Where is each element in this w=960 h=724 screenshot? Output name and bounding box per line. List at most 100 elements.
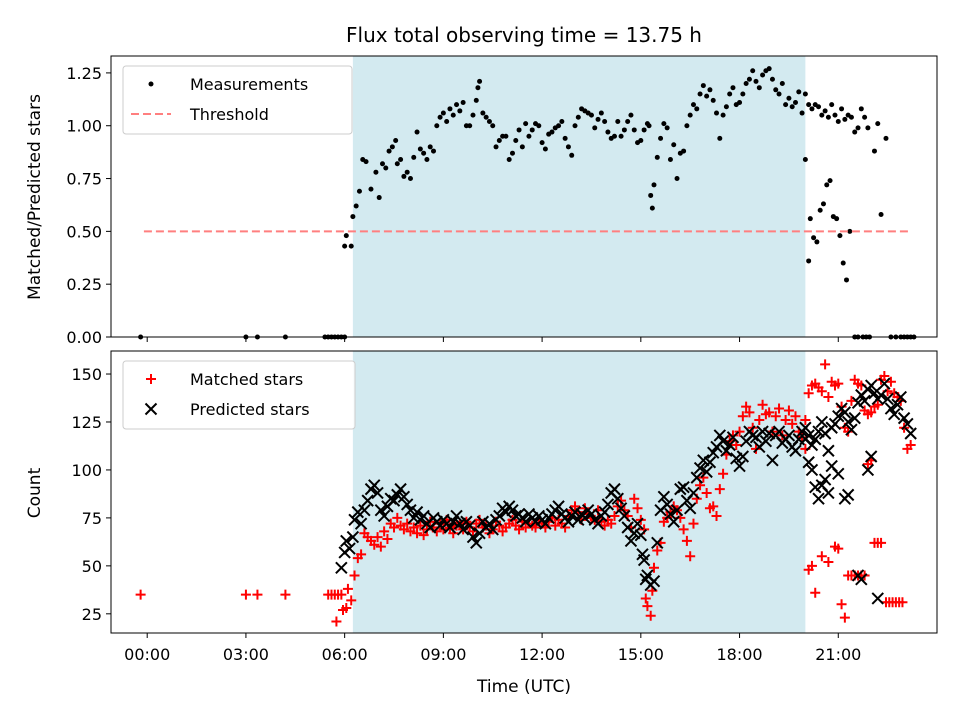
predicted-stars-point xyxy=(861,463,875,477)
measurement-point xyxy=(353,203,359,209)
predicted-stars-point xyxy=(361,494,374,507)
top-axes-frame xyxy=(110,55,938,338)
measurement-point xyxy=(454,102,460,108)
predicted-stars-point xyxy=(410,505,424,519)
predicted-stars-point xyxy=(799,433,812,446)
matched-stars-point xyxy=(645,610,656,621)
predicted-stars-point xyxy=(348,513,361,527)
measurement-point xyxy=(519,144,525,150)
measurement-point xyxy=(595,116,601,122)
bottom-y-tick-label: 100 xyxy=(71,461,102,480)
predicted-stars-point xyxy=(809,433,822,446)
predicted-stars-point xyxy=(354,517,368,530)
predicted-stars-point xyxy=(690,471,703,484)
measurement-point xyxy=(649,205,655,211)
predicted-stars-point xyxy=(637,553,651,567)
bottom-y-tick-label: 25 xyxy=(82,605,102,624)
measurement-point xyxy=(621,127,627,133)
measurement-point xyxy=(373,169,379,175)
matched-stars-point xyxy=(816,386,827,397)
measurement-point xyxy=(807,216,813,222)
predicted-stars-point xyxy=(562,515,575,528)
measurement-point xyxy=(684,123,690,129)
measurement-point xyxy=(389,144,395,150)
top-y-tick-label: 1.00 xyxy=(66,117,102,136)
matched-stars-point xyxy=(280,589,291,600)
measurement-point xyxy=(829,102,835,108)
matched-stars-point xyxy=(780,415,791,426)
predicted-stars-point xyxy=(683,502,697,515)
matched-stars-point xyxy=(816,551,827,562)
predicted-stars-point xyxy=(611,492,624,505)
matched-stars-point xyxy=(514,524,525,535)
matched-stars-point xyxy=(711,510,722,521)
measurement-point xyxy=(411,154,417,160)
matched-stars-point xyxy=(757,399,768,410)
predicted-stars-point xyxy=(759,434,773,448)
measurement-point xyxy=(855,125,861,131)
measurement-point xyxy=(740,91,746,97)
top-y-tick-label: 0.25 xyxy=(66,275,102,294)
matched-stars-point xyxy=(356,549,367,560)
predicted-stars-point xyxy=(822,486,835,500)
measurement-point xyxy=(835,118,841,124)
measurement-point xyxy=(766,66,772,72)
measurement-point xyxy=(473,97,479,103)
x-tick-label: 06:00 xyxy=(322,645,368,664)
measurement-point xyxy=(806,102,812,108)
measurement-point xyxy=(674,176,680,182)
measurement-point xyxy=(434,123,440,129)
predicted-stars-point xyxy=(677,480,690,494)
predicted-stars-point xyxy=(394,482,407,496)
measurement-point xyxy=(457,108,463,114)
measurement-point xyxy=(460,99,466,105)
matched-stars-point xyxy=(331,616,342,627)
matched-stars-point xyxy=(876,537,887,548)
matched-stars-point xyxy=(810,587,821,598)
bottom-y-tick-label: 125 xyxy=(71,413,102,432)
predicted-stars-point xyxy=(884,402,898,415)
predicted-stars-point xyxy=(720,444,733,457)
predicted-stars-point xyxy=(470,536,483,550)
matched-stars-point xyxy=(408,522,419,533)
predicted-stars-point xyxy=(736,450,750,463)
bottom-y-tick-label: 150 xyxy=(71,365,102,384)
predicted-stars-point xyxy=(578,511,592,525)
top-y-tick-label: 1.25 xyxy=(66,64,102,83)
measurement-point xyxy=(783,102,789,108)
predicted-stars-point xyxy=(660,498,674,511)
predicted-stars-point xyxy=(585,507,598,521)
measurement-point xyxy=(822,108,828,114)
predicted-stars-point xyxy=(799,421,812,434)
measurement-point xyxy=(376,195,382,201)
x-tick-label: 00:00 xyxy=(124,645,170,664)
measurement-point xyxy=(529,127,535,133)
measurement-point xyxy=(832,112,838,118)
bottom-y-tick-label: 50 xyxy=(82,557,102,576)
legend-label: Threshold xyxy=(189,105,269,124)
legend-label: Predicted stars xyxy=(190,400,310,419)
predicted-stars-point xyxy=(335,561,348,574)
predicted-stars-point xyxy=(647,574,661,588)
measurement-point xyxy=(806,258,812,264)
matched-stars-point xyxy=(714,484,725,495)
top-y-tick-label: 0.00 xyxy=(66,328,102,347)
matched-stars-point xyxy=(764,407,775,418)
measurement-point xyxy=(776,91,782,97)
measurement-point xyxy=(363,159,369,165)
measurement-point xyxy=(671,142,677,148)
measurement-point xyxy=(625,118,631,124)
measurement-point xyxy=(834,216,840,222)
predicted-stars-point xyxy=(864,379,878,392)
predicted-stars-point xyxy=(466,530,480,544)
bottom-observing-window xyxy=(352,351,806,633)
measurement-point xyxy=(687,112,693,118)
measurement-point xyxy=(483,114,489,120)
matched-stars-point xyxy=(550,520,561,531)
predicted-stars-point xyxy=(374,504,388,517)
measurement-point xyxy=(598,110,604,116)
predicted-stars-point xyxy=(657,490,671,504)
measurement-point xyxy=(444,118,450,124)
measurement-point xyxy=(348,243,354,249)
matched-stars-point xyxy=(570,501,581,512)
